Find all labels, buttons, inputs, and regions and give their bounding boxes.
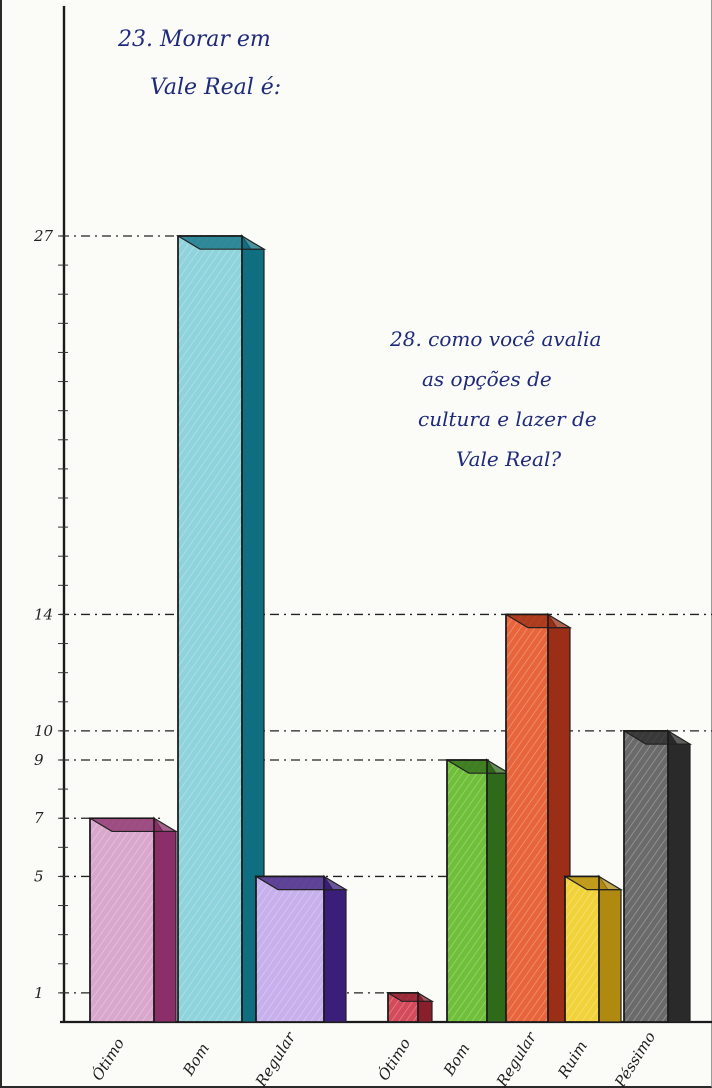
bar-texture	[256, 876, 324, 1022]
y-tick-label: 10	[34, 722, 54, 740]
chart-title-line: 23. Morar em	[117, 27, 271, 52]
x-category-label: Ótimo	[374, 1035, 414, 1084]
bar-texture	[90, 818, 154, 1022]
bar-side-face	[323, 889, 347, 1023]
bar-outline	[446, 759, 488, 1023]
chart-title-line: as opções de	[422, 367, 552, 391]
x-category-label: Ótimo	[88, 1035, 128, 1084]
bar-side-face	[667, 743, 691, 1023]
chart-title-line: Vale Real?	[456, 447, 561, 471]
chart-title-line: cultura e lazer de	[418, 407, 597, 431]
bar-outline	[89, 817, 155, 1023]
bar-texture	[624, 730, 668, 1022]
bar-side-face	[153, 830, 177, 1023]
bar-outline	[255, 875, 325, 1023]
bar-texture	[506, 614, 548, 1022]
y-tick-label: 7	[34, 809, 44, 827]
bar-outline	[505, 613, 549, 1023]
bar-outline	[623, 730, 669, 1023]
y-tick-label: 5	[34, 867, 44, 885]
x-category-label: Regular	[251, 1028, 299, 1088]
bar-outline	[177, 235, 243, 1023]
bar-side-face	[417, 1000, 433, 1023]
bar-texture	[447, 760, 487, 1022]
bar-outline	[564, 875, 600, 1023]
y-tick-label: 9	[34, 751, 44, 769]
chart-title-line: 28. como você avalia	[389, 327, 601, 351]
bars-layer	[87, 234, 693, 1023]
x-category-label: Bom	[179, 1040, 213, 1079]
x-category-label: Regular	[492, 1028, 540, 1088]
x-category-label: Péssimo	[611, 1028, 660, 1088]
x-category-label: Bom	[440, 1040, 474, 1079]
bar-side-face	[598, 889, 622, 1023]
y-tick-label: 27	[33, 227, 54, 245]
chart-title-line: Vale Real é:	[150, 75, 281, 100]
bar-outline	[387, 992, 419, 1023]
bar-texture	[178, 236, 242, 1022]
x-category-label: Ruim	[554, 1038, 591, 1082]
y-tick-label: 14	[34, 605, 53, 623]
y-tick-label: 1	[34, 984, 44, 1002]
bar-texture	[565, 876, 599, 1022]
